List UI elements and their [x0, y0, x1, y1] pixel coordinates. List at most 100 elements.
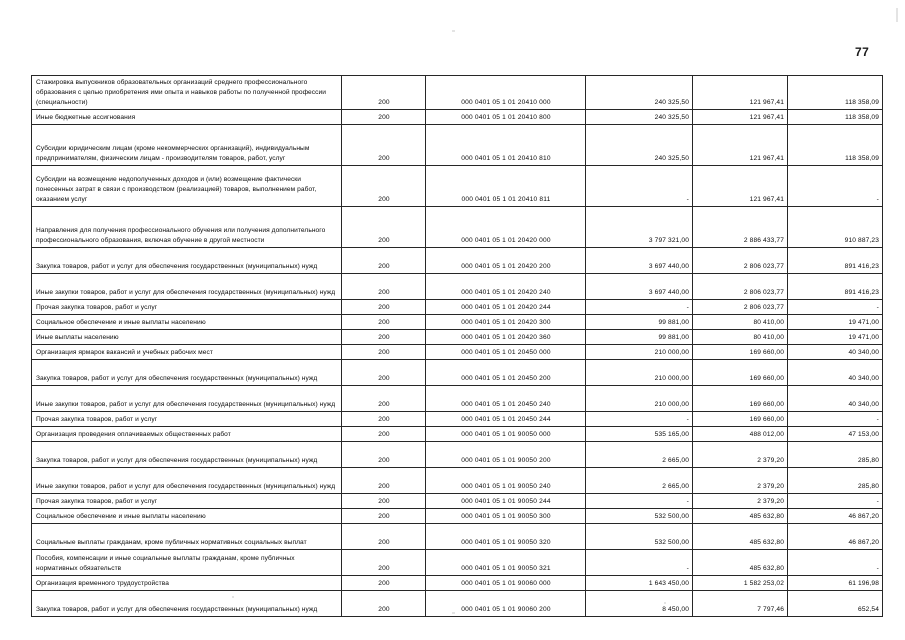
table-row: Иные закупки товаров, работ и услуг для …: [31, 385, 883, 412]
cell-name: Пособия, компенсации и иные социальные в…: [31, 549, 342, 576]
table-row: Социальное обеспечение и иные выплаты на…: [31, 314, 883, 330]
cell-executed-amount: 169 660,00: [692, 344, 788, 360]
cell-name: Социальные выплаты гражданам, кроме публ…: [31, 523, 342, 550]
cell-unexecuted-amount: -: [787, 493, 883, 509]
cell-name: Иные закупки товаров, работ и услуг для …: [31, 273, 342, 300]
cell-executed-amount: 1 582 253,02: [692, 575, 788, 591]
cell-expense-type: 200: [341, 124, 426, 166]
cell-executed-amount: 121 967,41: [692, 165, 788, 207]
cell-approved-amount: 240 325,50: [585, 109, 693, 125]
cell-executed-amount: 2 379,20: [692, 467, 788, 494]
cell-executed-amount: 2 886 433,77: [692, 206, 788, 248]
cell-expense-type: 200: [341, 273, 426, 300]
cell-budget-code: 000 0401 05 1 01 20420 300: [425, 314, 586, 330]
table-row: Закупка товаров, работ и услуг для обесп…: [31, 590, 883, 617]
cell-approved-amount: 240 325,50: [585, 75, 693, 110]
cell-name: Организация временного трудоустройства: [31, 575, 342, 591]
cell-unexecuted-amount: 40 340,00: [787, 344, 883, 360]
cell-approved-amount: 99 881,00: [585, 314, 693, 330]
cell-approved-amount: 240 325,50: [585, 124, 693, 166]
cell-approved-amount: 532 500,00: [585, 508, 693, 524]
cell-unexecuted-amount: 46 867,20: [787, 508, 883, 524]
cell-expense-type: 200: [341, 590, 426, 617]
cell-name: Организация проведения оплачиваемых обще…: [31, 426, 342, 442]
cell-unexecuted-amount: -: [787, 411, 883, 427]
cell-approved-amount: -: [585, 493, 693, 509]
cell-expense-type: 200: [341, 75, 426, 110]
cell-budget-code: 000 0401 05 1 01 90060 000: [425, 575, 586, 591]
cell-unexecuted-amount: 47 153,00: [787, 426, 883, 442]
table-row: Направления для получения профессиональн…: [31, 206, 883, 248]
cell-approved-amount: -: [585, 165, 693, 207]
scan-artifact-top-right: [896, 8, 898, 22]
cell-expense-type: 200: [341, 575, 426, 591]
cell-expense-type: 200: [341, 441, 426, 468]
cell-unexecuted-amount: 891 416,23: [787, 273, 883, 300]
table-row: Прочая закупка товаров, работ и услуг 200…: [31, 299, 883, 315]
cell-name: Направления для получения профессиональн…: [31, 206, 342, 248]
cell-approved-amount: 2 665,00: [585, 467, 693, 494]
cell-expense-type: 200: [341, 109, 426, 125]
cell-budget-code: 000 0401 05 1 01 20420 360: [425, 329, 586, 345]
cell-unexecuted-amount: 652,54: [787, 590, 883, 617]
table-row: Социальное обеспечение и иные выплаты на…: [31, 508, 883, 524]
table-row: Организация проведения оплачиваемых обще…: [31, 426, 883, 442]
table-row: Прочая закупка товаров, работ и услуг 200…: [31, 411, 883, 427]
cell-budget-code: 000 0401 05 1 01 90060 200: [425, 590, 586, 617]
scan-artifact-top: [452, 30, 455, 32]
cell-expense-type: 200: [341, 329, 426, 345]
cell-approved-amount: 210 000,00: [585, 359, 693, 386]
cell-budget-code: 000 0401 05 1 01 20420 000: [425, 206, 586, 248]
table-row: Закупка товаров, работ и услуг для обесп…: [31, 441, 883, 468]
cell-executed-amount: 169 660,00: [692, 359, 788, 386]
cell-expense-type: 200: [341, 165, 426, 207]
budget-table-container: Стажировка выпускников образовательных о…: [31, 75, 883, 617]
cell-approved-amount: -: [585, 411, 693, 427]
cell-budget-code: 000 0401 05 1 01 20410 810: [425, 124, 586, 166]
cell-name: Прочая закупка товаров, работ и услуг: [31, 493, 342, 509]
cell-unexecuted-amount: -: [787, 299, 883, 315]
cell-approved-amount: -: [585, 299, 693, 315]
cell-name: Социальное обеспечение и иные выплаты на…: [31, 508, 342, 524]
cell-executed-amount: 2 806 023,77: [692, 247, 788, 274]
cell-expense-type: 200: [341, 344, 426, 360]
cell-unexecuted-amount: 118 358,09: [787, 75, 883, 110]
cell-budget-code: 000 0401 05 1 01 20420 200: [425, 247, 586, 274]
cell-executed-amount: 80 410,00: [692, 314, 788, 330]
cell-budget-code: 000 0401 05 1 01 20410 811: [425, 165, 586, 207]
cell-expense-type: 200: [341, 359, 426, 386]
cell-budget-code: 000 0401 05 1 01 20450 200: [425, 359, 586, 386]
cell-approved-amount: -: [585, 549, 693, 576]
table-row: Субсидии юридическим лицам (кроме некомм…: [31, 124, 883, 166]
cell-name: Организация ярмарок вакансий и учебных р…: [31, 344, 342, 360]
cell-budget-code: 000 0401 05 1 01 90050 240: [425, 467, 586, 494]
table-row: Иные выплаты населению 200 000 0401 05 1 0…: [31, 329, 883, 345]
cell-expense-type: 200: [341, 385, 426, 412]
cell-unexecuted-amount: 19 471,00: [787, 329, 883, 345]
cell-budget-code: 000 0401 05 1 01 20420 240: [425, 273, 586, 300]
table-row: Закупка товаров, работ и услуг для обесп…: [31, 247, 883, 274]
table-row: Иные бюджетные ассигнования 200 000 0401 0…: [31, 109, 883, 125]
cell-expense-type: 200: [341, 549, 426, 576]
cell-executed-amount: 169 660,00: [692, 385, 788, 412]
table-row: Организация временного трудоустройства 20…: [31, 575, 883, 591]
table-row: Социальные выплаты гражданам, кроме публ…: [31, 523, 883, 550]
budget-table: Стажировка выпускников образовательных о…: [31, 75, 883, 617]
cell-executed-amount: 121 967,41: [692, 109, 788, 125]
cell-executed-amount: 121 967,41: [692, 124, 788, 166]
cell-approved-amount: 3 697 440,00: [585, 247, 693, 274]
cell-budget-code: 000 0401 05 1 01 20450 244: [425, 411, 586, 427]
table-row: Иные закупки товаров, работ и услуг для …: [31, 467, 883, 494]
cell-unexecuted-amount: 285,80: [787, 467, 883, 494]
table-row: Организация ярмарок вакансий и учебных р…: [31, 344, 883, 360]
cell-name: Закупка товаров, работ и услуг для обесп…: [31, 359, 342, 386]
cell-budget-code: 000 0401 05 1 01 90050 321: [425, 549, 586, 576]
cell-expense-type: 200: [341, 314, 426, 330]
cell-budget-code: 000 0401 05 1 01 90050 200: [425, 441, 586, 468]
cell-budget-code: 000 0401 05 1 01 20450 000: [425, 344, 586, 360]
cell-budget-code: 000 0401 05 1 01 20410 000: [425, 75, 586, 110]
cell-budget-code: 000 0401 05 1 01 90050 320: [425, 523, 586, 550]
cell-budget-code: 000 0401 05 1 01 20410 800: [425, 109, 586, 125]
cell-approved-amount: 3 797 321,00: [585, 206, 693, 248]
